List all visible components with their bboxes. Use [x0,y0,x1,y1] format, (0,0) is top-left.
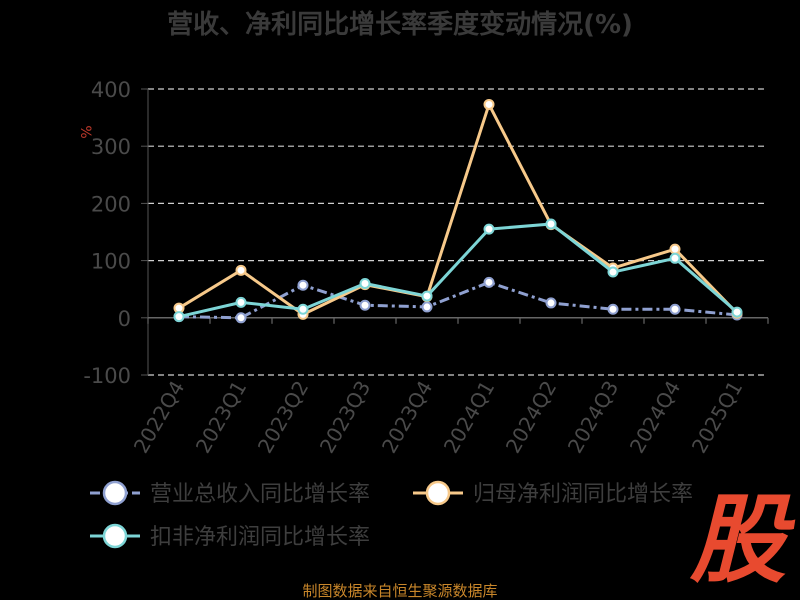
legend-marker [102,480,128,506]
y-tick-label: 400 [91,78,131,102]
data-point [235,296,247,308]
x-tick-label: 2025Q1 [687,377,747,458]
data-point [421,290,433,302]
data-point [359,277,371,289]
x-tick-labels: 2022Q4 2023Q1 2023Q2 2023Q3 2023Q4 2024Q1 2024… [129,377,747,458]
legend-item: 归母净利润同比增长率 [413,480,693,507]
x-tick-label: 2022Q4 [129,377,189,458]
data-point [235,312,247,324]
legend-label: 扣非净利润同比增长率 [150,525,370,550]
data-point [607,303,619,315]
x-tick-label: 2024Q3 [563,377,623,458]
legend-marker [102,523,128,549]
y-tick-label: 0 [118,307,131,331]
series-3 [173,218,743,323]
chart-title: 营收、净利同比增长率季度变动情况(%) [167,9,633,40]
y-axis-unit: % [77,125,93,138]
x-tick-label: 2023Q1 [191,377,251,458]
data-point [669,303,681,315]
data-point [359,299,371,311]
y-tick-label: 200 [91,192,131,216]
x-tick-label: 2023Q2 [253,377,313,458]
data-point [669,243,681,255]
data-point [173,311,185,323]
x-tick-label: 2024Q2 [501,377,561,458]
legend-item: 扣非净利润同比增长率 [90,523,370,550]
data-point [235,264,247,276]
y-tick-labels: -100 0 100 200 300 400 [83,78,131,388]
legend-marker [425,480,451,506]
data-point [545,297,557,309]
series-2 [173,98,743,320]
data-point [421,301,433,313]
y-tick-label: -100 [83,364,131,388]
data-point [483,98,495,110]
axes [141,88,769,376]
y-tick-label: 300 [91,135,131,159]
series-line [178,222,738,319]
legend-item: 营业总收入同比增长率 [90,480,370,507]
series-line [178,280,738,320]
y-tick-label: 100 [91,250,131,274]
data-point [607,266,619,278]
legend-label: 归母净利润同比增长率 [473,482,693,507]
legend-label: 营业总收入同比增长率 [150,482,370,507]
series-line [178,102,739,316]
data-point [731,306,743,318]
data-point [483,223,495,235]
x-tick-label: 2023Q4 [377,377,437,458]
data-point [483,276,495,288]
grid-lines [148,88,768,376]
data-point [669,252,681,264]
source-note: 制图数据来自恒生聚源数据库 [302,582,497,600]
x-tick-label: 2024Q4 [625,377,685,458]
series-lines [173,98,743,324]
data-point [297,303,309,315]
brand-logo: 股 [689,484,796,596]
x-tick-label: 2024Q1 [439,377,499,458]
data-point [545,218,557,230]
x-tick-label: 2023Q3 [315,377,375,458]
data-point [297,279,309,291]
